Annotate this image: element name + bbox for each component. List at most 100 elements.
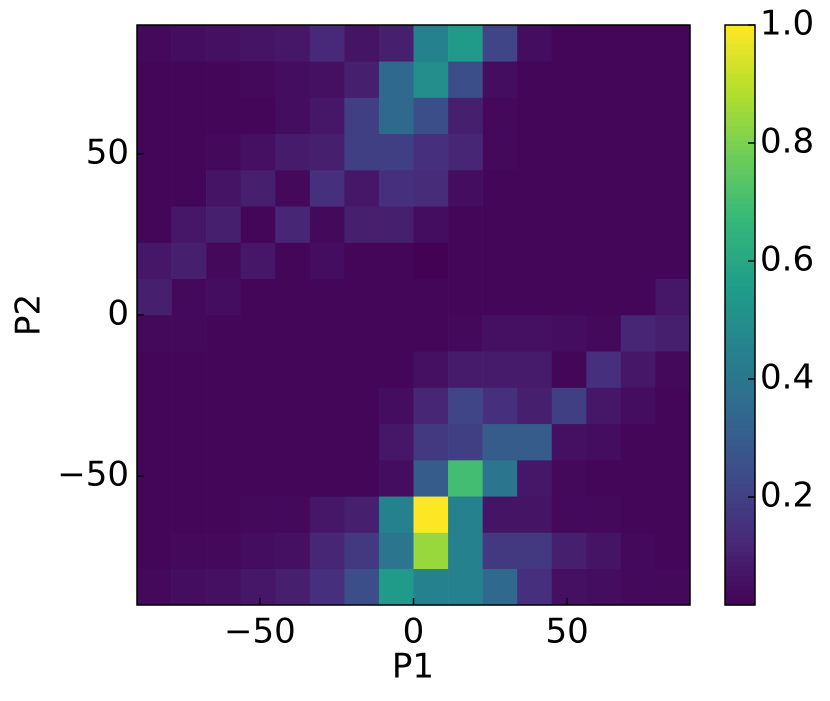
- heatmap-cell: [240, 496, 276, 533]
- heatmap-cell: [586, 242, 622, 280]
- colorbar-segment: [725, 305, 755, 311]
- heatmap-cell: [551, 133, 587, 171]
- heatmap-cell: [482, 278, 518, 316]
- heatmap-cell: [309, 25, 345, 62]
- heatmap-cell: [171, 532, 207, 570]
- heatmap-cell: [551, 25, 587, 62]
- y-tick-label: 0: [107, 294, 129, 334]
- heatmap-cell: [413, 387, 449, 425]
- colorbar-segment: [725, 527, 755, 534]
- heatmap-cell: [413, 532, 449, 570]
- heatmap-cell: [137, 242, 172, 280]
- heatmap-cell: [655, 387, 691, 425]
- heatmap-cell: [275, 206, 311, 243]
- heatmap-cell: [586, 351, 622, 388]
- colorbar-segment: [725, 107, 755, 113]
- heatmap-cell: [275, 460, 311, 497]
- heatmap-cell: [448, 496, 483, 533]
- heatmap-cell: [586, 568, 622, 606]
- heatmap-cell: [586, 25, 622, 62]
- colorbar-segment: [725, 571, 755, 577]
- colorbar-segment: [725, 261, 755, 268]
- heatmap-cell: [344, 532, 380, 570]
- heatmap-cell: [137, 387, 172, 425]
- heatmap-cell: [517, 97, 553, 135]
- heatmap-cell: [620, 206, 656, 243]
- colorbar-segment: [725, 566, 755, 572]
- heatmap-cell: [378, 278, 414, 316]
- heatmap-cell: [517, 351, 553, 388]
- colorbar-segment: [725, 532, 755, 538]
- heatmap-cell: [482, 460, 518, 497]
- heatmap-cell: [586, 61, 622, 98]
- heatmap-cell: [620, 460, 656, 497]
- colorbar-segment: [725, 411, 755, 418]
- heatmap-cell: [240, 133, 276, 171]
- colorbar-segment: [725, 503, 755, 509]
- heatmap-cell: [620, 532, 656, 570]
- heatmap-cell: [378, 496, 414, 533]
- heatmap-cell: [171, 568, 207, 606]
- colorbar-segment: [725, 199, 755, 205]
- heatmap-cell: [655, 532, 691, 570]
- colorbar-segment: [725, 498, 755, 505]
- colorbar-segment: [725, 126, 755, 132]
- x-tick-label: 0: [403, 612, 425, 652]
- heatmap-cell: [240, 170, 276, 207]
- heatmap-cell: [309, 351, 345, 388]
- heatmap-cell: [171, 206, 207, 243]
- heatmap-cell: [517, 61, 553, 98]
- colorbar-segment: [725, 431, 755, 437]
- colorbar-segment: [725, 600, 755, 606]
- colorbar-segment: [725, 426, 755, 432]
- heatmap-cell: [517, 278, 553, 316]
- heatmap-cell: [309, 496, 345, 533]
- colorbar-segment: [725, 310, 755, 316]
- colorbar-segment: [725, 257, 755, 263]
- heatmap-cell: [309, 568, 345, 606]
- colorbar-segment: [725, 49, 755, 55]
- heatmap-cell: [620, 568, 656, 606]
- colorbar-segment: [725, 136, 755, 142]
- heatmap-cell: [448, 423, 483, 461]
- colorbar-segment: [725, 63, 755, 70]
- heatmap-cell: [240, 25, 276, 62]
- heatmap-cell: [275, 278, 311, 316]
- heatmap-cell: [586, 133, 622, 171]
- colorbar-segment: [725, 203, 755, 210]
- colorbar-segment: [725, 165, 755, 171]
- colorbar-segment: [725, 213, 755, 219]
- colorbar-segment: [725, 595, 755, 601]
- colorbar-segment: [725, 329, 755, 335]
- heatmap-cell: [482, 97, 518, 135]
- colorbar-segment: [725, 522, 755, 529]
- heatmap-cell: [275, 387, 311, 425]
- colorbar-segment: [725, 242, 755, 248]
- heatmap-cell: [482, 496, 518, 533]
- colorbar-segment: [725, 78, 755, 84]
- heatmap-cell: [655, 315, 691, 352]
- colorbar-segment: [725, 358, 755, 364]
- heatmap-cell: [378, 133, 414, 171]
- colorbar-segment: [725, 402, 755, 408]
- colorbar-segment: [725, 537, 755, 543]
- heatmap-cell: [171, 61, 207, 98]
- colorbar-segment: [725, 450, 755, 456]
- heatmap-cell: [137, 61, 172, 98]
- colorbar-segment: [725, 295, 755, 302]
- colorbar-segment: [725, 194, 755, 200]
- heatmap-cell: [655, 133, 691, 171]
- heatmap-cell: [517, 25, 553, 62]
- heatmap-cell: [551, 423, 587, 461]
- colorbar-segment: [725, 474, 755, 480]
- colorbar-segment: [725, 479, 755, 485]
- heatmap-cell: [586, 315, 622, 352]
- colorbar-segment: [725, 348, 755, 355]
- heatmap-cell: [378, 25, 414, 62]
- heatmap-cell: [171, 496, 207, 533]
- heatmap-cell: [137, 133, 172, 171]
- heatmap-cell: [344, 315, 380, 352]
- heatmap-cell: [448, 206, 483, 243]
- colorbar-segment: [725, 54, 755, 60]
- heatmap-cell: [448, 568, 483, 606]
